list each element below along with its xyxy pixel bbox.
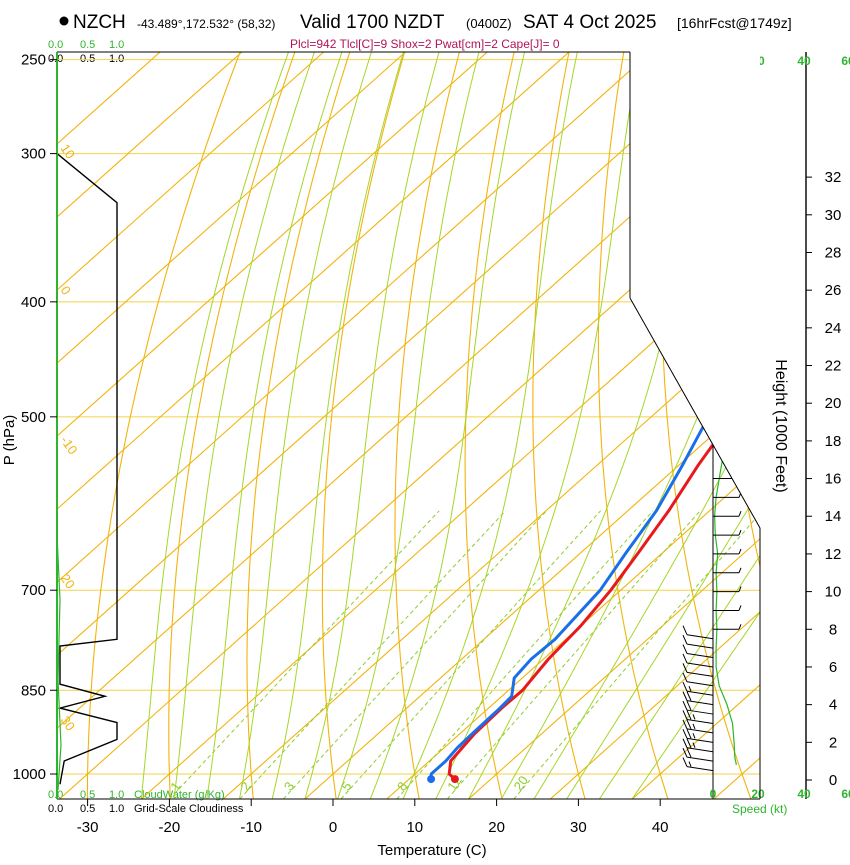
- mixing-ratio-label: 8: [394, 779, 410, 794]
- moist-adiabat-line: [207, 0, 380, 799]
- pressure-tick-label: 1000: [13, 766, 46, 783]
- pressure-tick-label: 500: [21, 409, 46, 426]
- moist-adiabat-line: [436, 0, 661, 799]
- wind-barb: [683, 635, 713, 648]
- wind-speed-tick-top: 60: [841, 54, 850, 68]
- temperature-tick-label: 20: [488, 819, 505, 836]
- isotherm-line: [0, 0, 362, 799]
- wind-barb: [713, 530, 741, 535]
- height-tick-label: 30: [825, 207, 842, 224]
- dry-adiabat-label: 0: [58, 283, 74, 298]
- dry-adiabat-label: 10: [58, 141, 79, 161]
- cloudiness-label: Grid-Scale Cloudiness: [134, 803, 244, 815]
- valid-date: SAT 4 Oct 2025: [523, 12, 656, 33]
- wind-barb: [683, 748, 713, 761]
- cloudiness-tick-bottom: 1.0: [109, 803, 124, 815]
- height-tick-label: 22: [825, 358, 842, 375]
- moist-adiabat-line: [338, 0, 510, 799]
- height-tick-label: 14: [825, 508, 842, 525]
- temperature-tick-label: -20: [159, 819, 181, 836]
- wind-barb: [683, 673, 713, 686]
- pressure-tick-label: 850: [21, 682, 46, 699]
- height-tick-label: 2: [829, 734, 837, 751]
- moist-adiabat-line: [272, 0, 438, 799]
- height-tick-label: 12: [825, 546, 842, 563]
- forecast-info: [16hrFcst@1749z]: [677, 15, 792, 31]
- pressure-tick-label: 700: [21, 582, 46, 599]
- moist-adiabat-line: [403, 0, 602, 799]
- cloudiness-trace: [57, 154, 117, 785]
- x-axis-title: Temperature (C): [377, 842, 486, 859]
- pressure-tick-label: 400: [21, 294, 46, 311]
- temperature-tick-label: 0: [329, 819, 337, 836]
- temperature-trace-surface-marker: [451, 775, 459, 783]
- height-tick-label: 24: [825, 320, 842, 337]
- cloudwater-axis-bottom: 0.0 0.5 1.0 CloudWater (g/Kg) 0.0 0.5 1.…: [48, 789, 244, 815]
- cloudiness-tick-top: 0.5: [80, 53, 95, 65]
- height-tick-label: 6: [829, 659, 837, 676]
- height-tick-label: 16: [825, 471, 842, 488]
- mixing-ratio-label: 20: [511, 773, 532, 793]
- height-axis-title: Height (1000 Feet): [772, 359, 789, 492]
- wind-barb: [713, 511, 741, 516]
- wind-speed-label: Speed (kt): [732, 802, 787, 816]
- temperature-tick-label: 30: [570, 819, 587, 836]
- cloudwater-tick-top: 1.0: [109, 39, 124, 51]
- height-tick-label: 0: [829, 772, 837, 789]
- y-axis-title: P (hPa): [1, 415, 18, 466]
- pressure-tick-label: 250: [21, 52, 46, 69]
- temperature-tick-label: 40: [652, 819, 669, 836]
- height-tick-label: 8: [829, 621, 837, 638]
- cloudiness-tick-top: 0.0: [48, 53, 63, 65]
- pressure-tick-label: 300: [21, 146, 46, 163]
- cloudwater-tick-top: 0.5: [80, 39, 95, 51]
- wind-speed-tick-top: 40: [797, 54, 811, 68]
- station-name: NZCH: [73, 12, 126, 33]
- temperature-tick-label: 10: [406, 819, 423, 836]
- height-tick-label: 4: [829, 697, 837, 714]
- mixing-ratio-line: [341, 511, 601, 799]
- dry-adiabat-label: -10: [58, 433, 81, 457]
- isotherm-line: [796, 0, 850, 799]
- cloud-profile: [57, 154, 117, 790]
- temperature-tick-label: -30: [77, 819, 99, 836]
- mixing-ratio-label: 3: [281, 779, 297, 794]
- utc-time: (0400Z): [466, 16, 512, 31]
- height-tick-label: 10: [825, 584, 842, 601]
- panel-mask: [630, 52, 760, 528]
- cloudiness-tick-top: 1.0: [109, 53, 124, 65]
- mixing-ratio-line: [170, 511, 440, 799]
- height-tick-label: 26: [825, 282, 842, 299]
- temperature-tick-label: -10: [240, 819, 262, 836]
- wind-barb: [683, 626, 713, 639]
- wind-speed-tick-bottom: 40: [797, 787, 811, 801]
- isotherm-line: [0, 0, 607, 799]
- height-tick-label: 28: [825, 244, 842, 261]
- dry-adiabat-label: 20: [58, 571, 79, 591]
- wind-barb: [683, 645, 713, 658]
- height-tick-label: 32: [825, 169, 842, 186]
- isotherm-line: [305, 0, 850, 799]
- valid-time: Valid 1700 NZDT: [300, 12, 445, 33]
- cloudwater-tick-top: 0.0: [48, 39, 63, 51]
- mixing-ratio-line: [397, 511, 653, 799]
- dry-adiabat-line: [247, 0, 387, 799]
- sounding-parameters: Plcl=942 Tlcl[C]=9 Shox=2 Pwat[cm]=2 Cap…: [290, 37, 560, 51]
- station-marker-icon: [60, 17, 69, 26]
- dry-adiabat-line: [841, 0, 850, 799]
- height-tick-label: 20: [825, 395, 842, 412]
- station-coords: -43.489°,172.532° (58,32): [137, 17, 275, 31]
- isotherm-line: [0, 0, 280, 799]
- dewpoint-trace-surface-marker: [427, 775, 435, 783]
- moist-adiabat-line: [370, 0, 552, 799]
- cloudiness-tick-bottom: 0.0: [48, 803, 63, 815]
- isotherm-line: [0, 0, 526, 799]
- height-tick-label: 18: [825, 433, 842, 450]
- wind-speed-tick-bottom: 60: [841, 787, 850, 801]
- dry-adiabat-line: [395, 0, 490, 799]
- wind-barb: [683, 758, 713, 771]
- isotherm-line: [0, 0, 689, 799]
